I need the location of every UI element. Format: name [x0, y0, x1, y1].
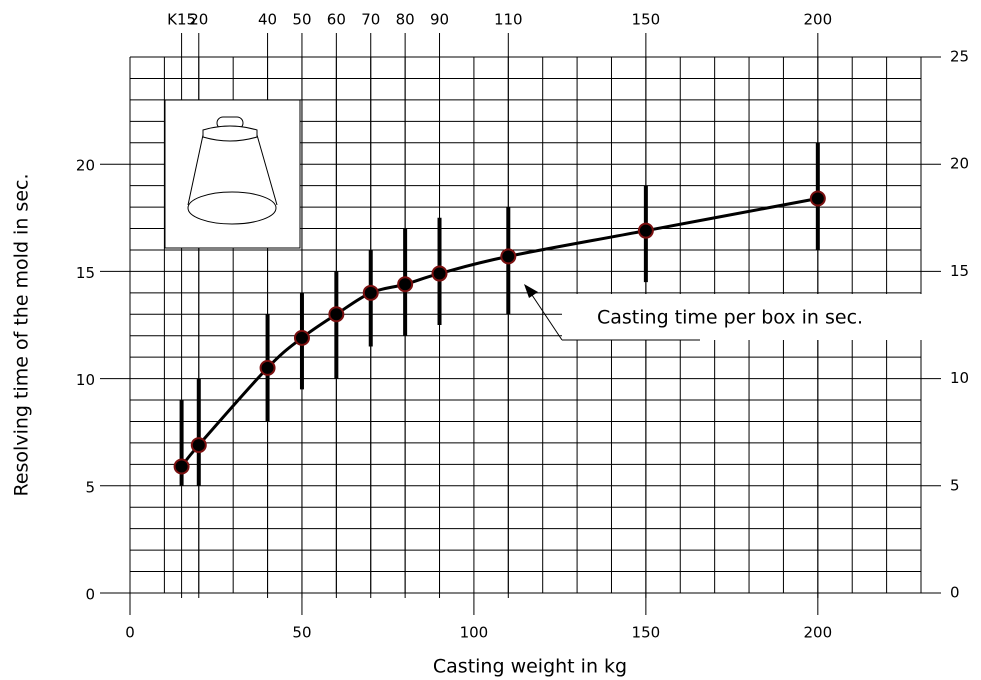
y-tick-label: 15	[76, 264, 95, 282]
x-tick-label: 100	[460, 624, 489, 642]
y-axis-title: Resolving time of the mold in sec.	[11, 174, 33, 497]
data-point	[397, 276, 414, 293]
data-point	[809, 190, 826, 207]
data-point	[328, 306, 345, 323]
y-tick-label: 20	[76, 157, 95, 175]
data-point	[293, 329, 310, 346]
mold-illustration	[164, 99, 301, 249]
arrow-head	[524, 284, 538, 298]
mold-base	[187, 191, 277, 225]
data-point	[431, 265, 448, 282]
y2-tick-label: 25	[950, 48, 969, 66]
top-tick-label: 90	[430, 11, 449, 29]
y2-tick-label: 15	[950, 262, 969, 280]
x-tick-label: 200	[804, 624, 833, 642]
data-point	[362, 284, 379, 301]
annotation-group: Casting time per box in sec.	[524, 284, 934, 341]
annotation: Casting time per box in sec.	[597, 307, 863, 329]
y-tick-label: 0	[85, 586, 95, 604]
y2-tick-label: 10	[950, 369, 969, 387]
data-point	[190, 437, 207, 454]
curve	[180, 197, 819, 468]
top-tick-label: 20	[189, 11, 208, 29]
annotation-box	[562, 294, 934, 340]
y2-tick-label: 0	[950, 584, 960, 602]
top-tick-label: K15	[167, 11, 196, 29]
top-tick-label: 40	[258, 11, 277, 29]
annotation-arrow	[529, 291, 563, 341]
top-tick-label: 80	[396, 11, 415, 29]
data-point	[500, 248, 517, 265]
top-tick-label: 50	[292, 11, 311, 29]
y2-tick-label: 20	[950, 155, 969, 173]
data-point	[637, 222, 654, 239]
x-tick-label: 150	[632, 624, 661, 642]
mold-top	[202, 125, 258, 142]
top-tick-label: 70	[361, 11, 380, 29]
x-tick-label: 50	[292, 624, 311, 642]
data-point	[259, 359, 276, 376]
top-tick-label: 110	[494, 11, 523, 29]
mold-sides	[187, 134, 278, 206]
top-tick-label: 200	[804, 11, 833, 29]
y2-tick-label: 5	[950, 476, 960, 494]
y-tick-label: 5	[85, 478, 95, 496]
x-axis-title: Casting weight in kg	[433, 656, 627, 678]
top-tick-label: 60	[327, 11, 346, 29]
x-tick-label: 0	[125, 624, 135, 642]
data-point	[173, 458, 190, 475]
top-tick-label: 150	[632, 11, 661, 29]
y-tick-label: 10	[76, 371, 95, 389]
